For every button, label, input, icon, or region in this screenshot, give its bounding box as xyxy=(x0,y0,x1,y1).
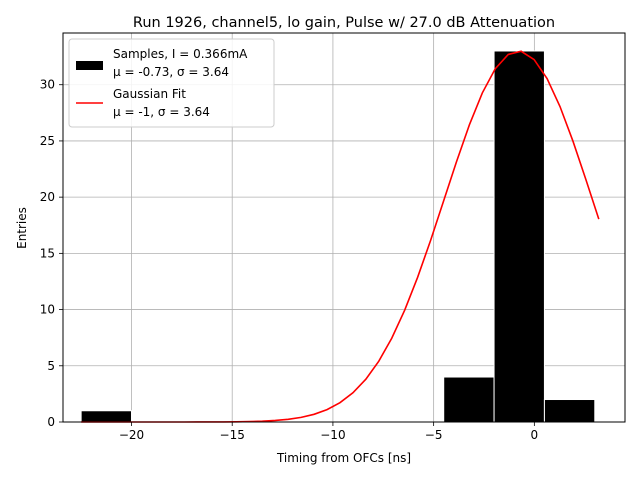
x-axis-label: Timing from OFCs [ns] xyxy=(276,451,411,465)
histogram-bar xyxy=(493,50,545,423)
x-tick-label: −5 xyxy=(425,428,443,442)
legend-samples-label: Samples, I = 0.366mA xyxy=(113,47,248,61)
x-tick-label: −10 xyxy=(320,428,345,442)
x-tick-label: −15 xyxy=(220,428,245,442)
legend-fit-stats: μ = -1, σ = 3.64 xyxy=(113,105,210,119)
y-tick-label: 20 xyxy=(40,190,55,204)
legend-samples-stats: μ = -0.73, σ = 3.64 xyxy=(113,65,229,79)
y-tick-label: 10 xyxy=(40,303,55,317)
y-axis-label: Entries xyxy=(15,207,29,249)
legend-box xyxy=(68,38,275,128)
x-tick-label: −20 xyxy=(119,428,144,442)
legend-fit-label: Gaussian Fit xyxy=(113,87,186,101)
histogram-bar xyxy=(443,376,495,423)
x-tick-label: 0 xyxy=(531,428,539,442)
histogram-bar xyxy=(543,399,596,423)
y-axis-ticks: 0 5 10 15 20 25 30 xyxy=(40,78,63,429)
y-tick-label: 15 xyxy=(40,246,55,260)
y-tick-label: 0 xyxy=(47,415,55,429)
histogram-bar xyxy=(80,410,132,423)
y-tick-label: 30 xyxy=(40,78,55,92)
x-axis-ticks: −20 −15 −10 −5 0 xyxy=(119,422,538,442)
legend: Samples, I = 0.366mA μ = -0.73, σ = 3.64… xyxy=(68,38,275,128)
histogram-bars xyxy=(80,50,596,423)
legend-samples-swatch xyxy=(76,61,103,70)
chart-title: Run 1926, channel5, lo gain, Pulse w/ 27… xyxy=(133,15,555,31)
y-tick-label: 25 xyxy=(40,134,55,148)
plot-frame xyxy=(62,32,626,423)
y-tick-label: 5 xyxy=(47,359,55,373)
